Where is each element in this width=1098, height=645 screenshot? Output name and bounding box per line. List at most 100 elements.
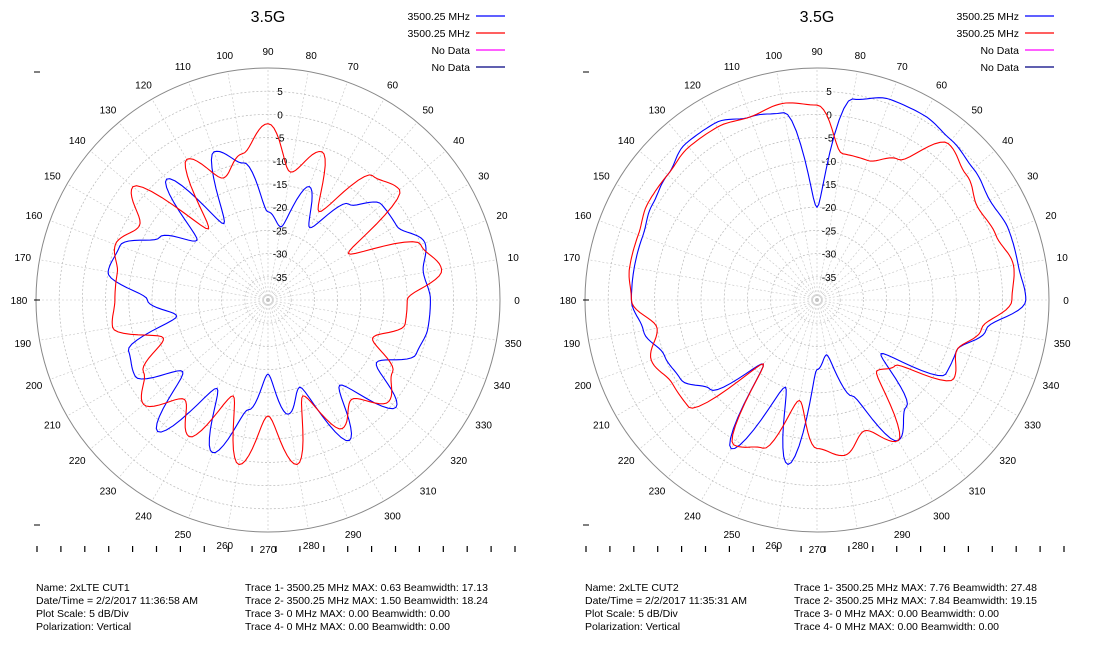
radial-tick-label: -20 (273, 203, 288, 214)
grid-spoke (776, 71, 818, 301)
angle-tick-label: 0 (514, 296, 520, 307)
angle-tick-label: 70 (897, 62, 909, 73)
grid-circle (244, 276, 292, 324)
grid-spoke (227, 71, 269, 301)
grid-spoke (816, 71, 858, 301)
angle-tick-label: 140 (69, 136, 86, 147)
radial-tick-label: 5 (826, 87, 832, 98)
angle-tick-label: 60 (387, 80, 399, 91)
angle-tick-label: 50 (971, 105, 983, 116)
polar-chart-2: 3.5G010203040506070809010011012013014015… (560, 9, 1071, 556)
trace-1-summary: Trace 1- 3500.25 MHz MAX: 7.76 Beamwidth… (794, 582, 1037, 594)
grid-spoke (588, 299, 818, 341)
angle-tick-label: 260 (216, 541, 233, 552)
grid-spoke (737, 81, 818, 301)
grid-spoke (700, 98, 818, 301)
legend-label: No Data (431, 45, 470, 57)
chart-legend: 3500.25 MHz 3500.25 MHz No Data No Data (408, 11, 505, 74)
angle-tick-label: 270 (809, 545, 826, 556)
trace-2-summary: Trace 2- 3500.25 MHz MAX: 7.84 Beamwidth… (794, 595, 1037, 607)
legend-label: No Data (980, 62, 1019, 74)
grid-spoke (816, 299, 995, 450)
angle-tick-label: 120 (135, 80, 152, 91)
angle-tick-label: 70 (348, 62, 360, 73)
grid-spoke (816, 299, 897, 519)
angle-tick-label: 140 (618, 136, 635, 147)
grid-spoke (151, 98, 269, 301)
grid-spoke (267, 299, 470, 417)
grid-spoke (267, 220, 487, 301)
radial-tick-label: -10 (273, 157, 288, 168)
legend-label: No Data (980, 45, 1019, 57)
grid-spoke (267, 299, 497, 341)
grid-circle (770, 253, 864, 347)
angle-tick-label: 180 (11, 296, 28, 307)
grid-spoke (151, 299, 269, 502)
angle-tick-label: 80 (306, 51, 318, 62)
angle-tick-label: 170 (563, 253, 580, 264)
grid-spoke (667, 122, 818, 301)
polarization: Polarization: Vertical (585, 621, 681, 633)
grid-spoke (816, 259, 1046, 301)
trace-4-summary: Trace 4- 0 MHz MAX: 0.00 Beamwidth: 0.00 (794, 621, 1000, 633)
radial-tick-label: 0 (277, 110, 283, 121)
grid-spoke (267, 299, 446, 450)
angle-tick-label: 330 (1024, 421, 1041, 432)
angle-tick-label: 50 (422, 105, 434, 116)
grid-spoke (598, 299, 818, 380)
measurement-info-1: Name: 2xLTE CUT1 Date/Time = 2/2/2017 11… (36, 582, 198, 634)
angle-tick-label: 240 (684, 512, 701, 523)
grid-spoke (816, 220, 1036, 301)
angle-tick-label: 320 (999, 456, 1016, 467)
measurement-datetime: Date/Time = 2/2/2017 11:35:31 AM (585, 595, 747, 607)
measurement-name: Name: 2xLTE CUT2 (585, 582, 679, 594)
angle-tick-label: 10 (1057, 253, 1069, 264)
angle-tick-label: 320 (450, 456, 467, 467)
plot-scale: Plot Scale: 5 dB/Div (585, 608, 678, 620)
trace-summary-2: Trace 1- 3500.25 MHz MAX: 7.76 Beamwidth… (794, 582, 1037, 634)
grid-spoke (66, 183, 269, 301)
angle-tick-label: 110 (175, 62, 191, 73)
angle-tick-label: 220 (618, 456, 635, 467)
angle-tick-label: 340 (1043, 381, 1060, 392)
angle-tick-label: 100 (765, 51, 782, 62)
grid-spoke (639, 150, 818, 301)
radial-tick-label: -20 (822, 203, 837, 214)
radial-tick-label: -5 (825, 134, 834, 145)
grid-circle (654, 137, 980, 463)
trace-1-summary: Trace 1- 3500.25 MHz MAX: 0.63 Beamwidth… (245, 582, 488, 594)
radial-tick-label: -35 (273, 273, 288, 284)
angle-tick-label: 280 (852, 541, 869, 552)
angle-tick-label: 100 (216, 51, 233, 62)
angle-tick-label: 300 (384, 512, 401, 523)
grid-spoke (737, 299, 818, 519)
grid-spoke (66, 299, 269, 417)
grid-spoke (90, 150, 269, 301)
grid-spoke (667, 299, 818, 478)
angle-tick-label: 300 (933, 512, 950, 523)
trace-3-summary: Trace 3- 0 MHz MAX: 0.00 Beamwidth: 0.00 (245, 608, 451, 620)
angle-tick-label: 230 (100, 487, 117, 498)
angle-tick-label: 40 (1002, 136, 1014, 147)
angle-tick-label: 280 (303, 541, 320, 552)
polar-chart-1: 3.5G010203040506070809010011012013014015… (11, 9, 522, 556)
grid-spoke (267, 299, 348, 519)
angle-tick-label: 290 (894, 530, 911, 541)
angle-tick-label: 290 (345, 530, 362, 541)
grid-spoke (700, 299, 818, 502)
grid-spoke (267, 259, 497, 301)
grid-spoke (267, 150, 446, 301)
radial-tick-label: -10 (822, 157, 837, 168)
angle-tick-label: 160 (575, 211, 592, 222)
angle-tick-label: 30 (1027, 172, 1039, 183)
legend-label: 3500.25 MHz (957, 28, 1019, 40)
angle-tick-label: 130 (100, 105, 117, 116)
polar-chart-panel-1: 3.5G 0 10 20 30 40 50 60 70 80 90 100 110 120 130 140 15… (11, 9, 522, 634)
measurement-name: Name: 2xLTE CUT1 (36, 582, 130, 594)
angle-tick-label: 20 (496, 211, 508, 222)
angle-tick-label: 190 (563, 339, 580, 350)
trace-3-summary: Trace 3- 0 MHz MAX: 0.00 Beamwidth: 0.00 (794, 608, 1000, 620)
angle-tick-label: 110 (724, 62, 740, 73)
grid-spoke (816, 98, 934, 301)
grid-spoke (267, 299, 385, 502)
